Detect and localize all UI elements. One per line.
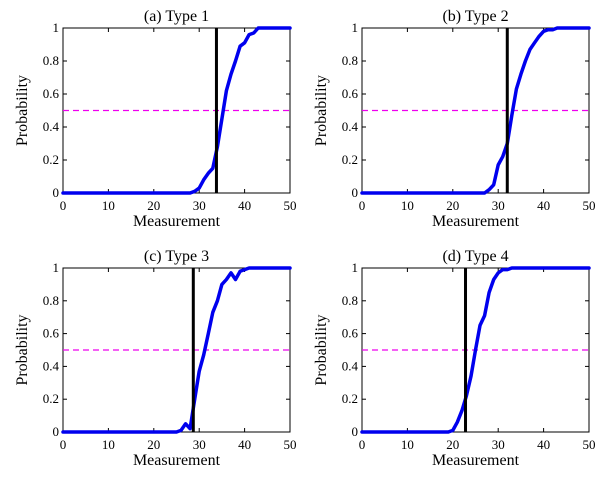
x-tick-label: 10 <box>401 198 414 213</box>
subplot-1: 0 10 20 30 40 50 0 0.2 0.4 0.6 0.8 1 (a) Type 1 Measu… <box>14 8 297 230</box>
y-tick-label: 0.2 <box>342 391 358 406</box>
subplot-title: (a) Type 1 <box>144 8 209 25</box>
x-tick-label: 40 <box>537 437 550 452</box>
x-tick-label: 40 <box>238 437 251 452</box>
probability-curve <box>360 26 591 195</box>
y-tick-label: 0.8 <box>342 53 358 68</box>
x-tick-label: 0 <box>60 198 67 213</box>
y-axis-label: Probability <box>14 314 31 385</box>
subplot-title: (c) Type 3 <box>144 248 209 265</box>
x-axis-label: Measurement <box>432 452 520 469</box>
y-tick-label: 0.4 <box>342 119 359 134</box>
y-tick-label: 0.6 <box>43 86 60 101</box>
subplot-3: 0 10 20 30 40 50 0 0.2 0.4 0.6 0.8 1 (c) Type 3 Measu… <box>14 248 297 469</box>
x-axis-label: Measurement <box>133 452 221 469</box>
probability-curve <box>61 26 292 195</box>
y-tick-label: 0.2 <box>43 152 59 167</box>
y-tick-label: 0.6 <box>43 326 60 341</box>
x-tick-label: 20 <box>147 437 160 452</box>
y-tick-label: 0 <box>53 424 60 439</box>
x-tick-label: 30 <box>193 198 206 213</box>
x-tick-label: 10 <box>102 198 115 213</box>
y-tick-label: 0 <box>352 185 359 200</box>
y-tick-label: 0 <box>352 424 359 439</box>
x-tick-label: 30 <box>193 437 206 452</box>
subplot-title: (b) Type 2 <box>442 8 508 25</box>
x-tick-label: 10 <box>102 437 115 452</box>
y-tick-label: 0.8 <box>43 53 59 68</box>
subplot-2: 0 10 20 30 40 50 0 0.2 0.4 0.6 0.8 1 (b) Type 2 Measu… <box>313 8 596 230</box>
y-tick-label: 1 <box>53 20 60 35</box>
x-tick-label: 50 <box>583 198 596 213</box>
x-tick-label: 20 <box>446 198 459 213</box>
y-tick-label: 0.4 <box>43 358 60 373</box>
x-tick-label: 50 <box>583 437 596 452</box>
y-tick-label: 0.4 <box>342 358 359 373</box>
x-tick-label: 0 <box>359 437 366 452</box>
y-axis-label: Probability <box>313 314 330 385</box>
y-tick-label: 1 <box>352 260 359 275</box>
y-tick-label: 0.8 <box>43 293 59 308</box>
y-axis-label: Probability <box>313 75 330 146</box>
y-tick-label: 0.4 <box>43 119 60 134</box>
x-axis-label: Measurement <box>432 213 520 230</box>
y-tick-label: 1 <box>352 20 359 35</box>
y-tick-label: 0.2 <box>43 391 59 406</box>
x-tick-label: 30 <box>492 437 505 452</box>
probability-curve <box>360 266 591 434</box>
y-axis-label: Probability <box>14 75 31 146</box>
x-tick-label: 20 <box>446 437 459 452</box>
x-tick-label: 40 <box>537 198 550 213</box>
x-axis-label: Measurement <box>133 213 221 230</box>
x-tick-label: 30 <box>492 198 505 213</box>
subplot-4: 0 10 20 30 40 50 0 0.2 0.4 0.6 0.8 1 (d) Type 4 Measu… <box>313 248 596 469</box>
y-tick-label: 0.8 <box>342 293 358 308</box>
y-tick-label: 0 <box>53 185 60 200</box>
x-tick-label: 40 <box>238 198 251 213</box>
subplot-title: (d) Type 4 <box>442 248 508 265</box>
x-tick-label: 50 <box>284 198 297 213</box>
x-tick-label: 20 <box>147 198 160 213</box>
y-tick-label: 0.6 <box>342 86 359 101</box>
y-tick-label: 0.6 <box>342 326 359 341</box>
probability-curve <box>61 266 292 434</box>
y-tick-label: 0.2 <box>342 152 358 167</box>
x-tick-label: 0 <box>60 437 67 452</box>
x-tick-label: 10 <box>401 437 414 452</box>
x-tick-label: 50 <box>284 437 297 452</box>
x-tick-label: 0 <box>359 198 366 213</box>
y-tick-label: 1 <box>53 260 60 275</box>
